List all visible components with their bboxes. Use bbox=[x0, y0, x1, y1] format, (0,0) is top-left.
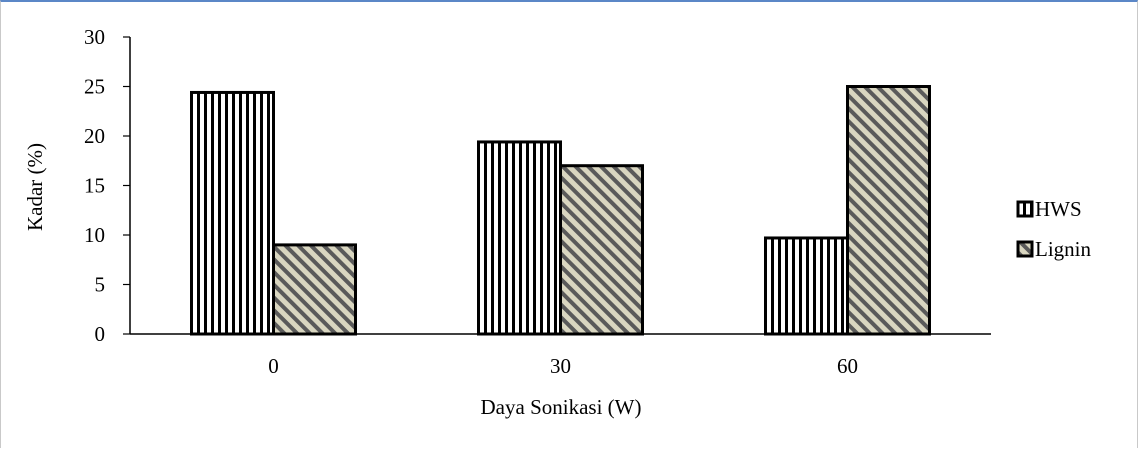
legend: HWS Lignin bbox=[1016, 197, 1091, 261]
x-tick-label: 0 bbox=[268, 354, 279, 378]
y-tick-label: 25 bbox=[84, 75, 105, 99]
y-tick-label: 5 bbox=[95, 273, 106, 297]
bar-lignin-60 bbox=[846, 85, 931, 336]
y-tick-label: 10 bbox=[84, 223, 105, 247]
legend-label-lignin: Lignin bbox=[1035, 237, 1091, 261]
y-axis-title: Kadar (%) bbox=[23, 143, 47, 231]
x-tick-label: 30 bbox=[550, 354, 571, 378]
bar-hws-60 bbox=[764, 236, 849, 336]
bar-lignin-0 bbox=[272, 243, 357, 336]
legend-label-hws: HWS bbox=[1035, 197, 1082, 221]
y-tick-label: 15 bbox=[84, 174, 105, 198]
x-axis-title: Daya Sonikasi (W) bbox=[481, 395, 642, 419]
y-tick-label: 20 bbox=[84, 124, 105, 148]
y-tick-label: 30 bbox=[84, 25, 105, 49]
bar-hws-30 bbox=[477, 140, 562, 336]
bar-lignin-30 bbox=[559, 164, 644, 336]
bar-hws-0 bbox=[190, 90, 275, 336]
legend-swatch-lignin bbox=[1016, 240, 1034, 258]
x-tick-label: 60 bbox=[837, 354, 858, 378]
legend-swatch-hws bbox=[1016, 200, 1034, 218]
y-tick-label: 0 bbox=[95, 322, 106, 346]
labels: 0 5 10 15 20 25 30 0 30 60 Daya Sonikasi (W) Kadar … bbox=[23, 25, 858, 419]
bars bbox=[190, 85, 931, 336]
